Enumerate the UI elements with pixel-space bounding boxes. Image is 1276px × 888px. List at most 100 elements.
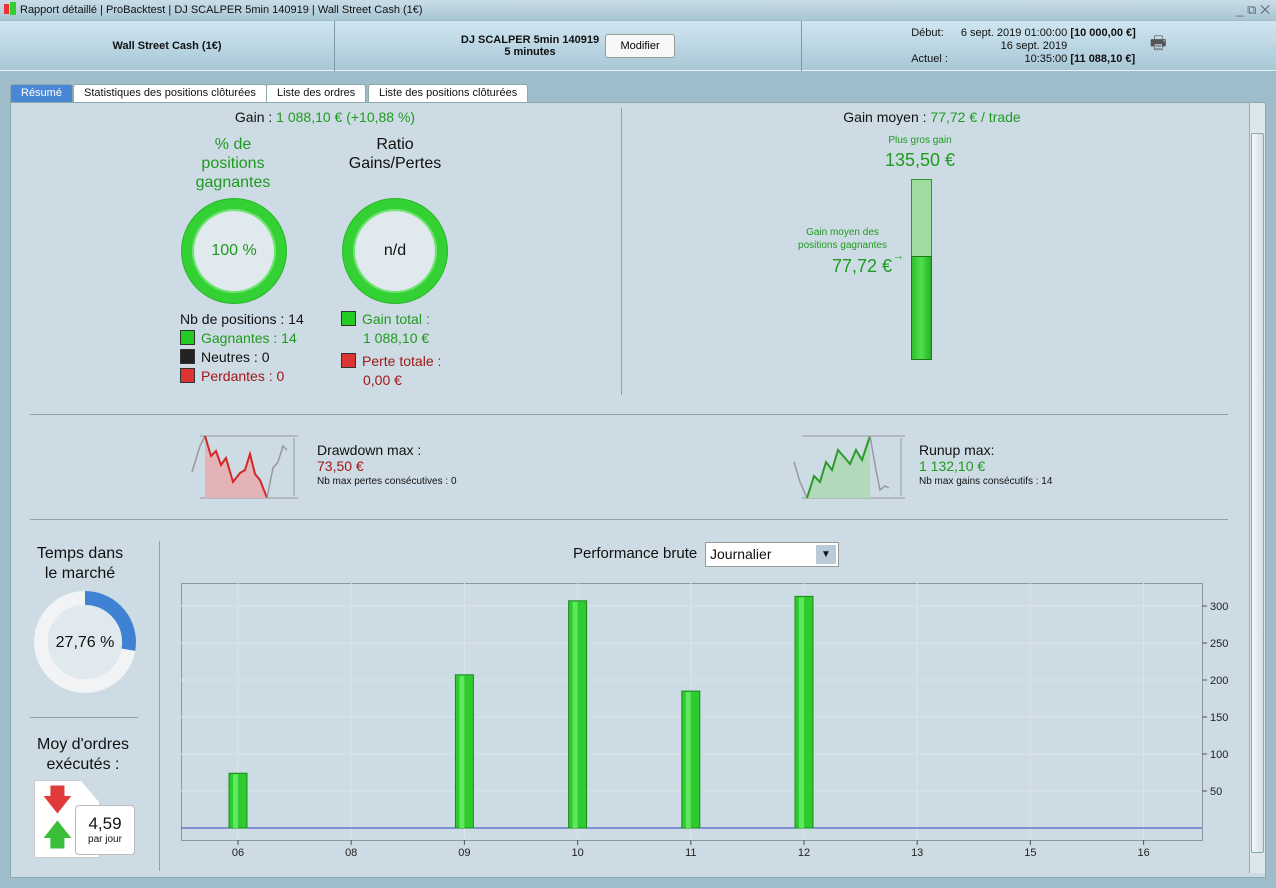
green-square-icon bbox=[341, 311, 356, 326]
tab-resume[interactable]: Résumé bbox=[10, 84, 73, 102]
runup-label: Runup max: bbox=[919, 442, 995, 458]
chevron-down-icon[interactable]: ▼ bbox=[816, 545, 836, 564]
gain-value: 1 088,10 € (+10,88 %) bbox=[276, 109, 416, 125]
winners: Gagnantes : 14 bbox=[201, 330, 297, 346]
current-label: Actuel : bbox=[911, 52, 948, 65]
orders-value: 4,59 bbox=[88, 814, 122, 833]
x-tick-label: 16 bbox=[1137, 847, 1149, 859]
orders-label: Moy d'ordres exécutés : bbox=[37, 736, 129, 773]
x-tick-label: 11 bbox=[685, 847, 696, 859]
gain-line: Gain : 1 088,10 € (+10,88 %) bbox=[30, 109, 620, 125]
runup-value: 1 132,10 € bbox=[919, 458, 986, 474]
x-tick-label: 06 bbox=[232, 847, 244, 859]
scrollbar-thumb[interactable] bbox=[1251, 133, 1264, 853]
biggest-gain-label: Plus gros gain bbox=[888, 135, 952, 146]
avg-win: 77,72 € bbox=[831, 256, 892, 276]
start-label: Début: bbox=[911, 26, 944, 39]
bar-highlight bbox=[459, 675, 465, 828]
green-square-icon bbox=[180, 330, 195, 345]
win-pct-ring: 100 % bbox=[182, 199, 286, 303]
x-tick-label: 13 bbox=[911, 847, 923, 859]
x-tick-label: 12 bbox=[798, 847, 810, 859]
ratio-value: n/d bbox=[383, 242, 407, 259]
ratio-ring: n/d bbox=[343, 199, 447, 303]
title-item: Rapport détaillé bbox=[20, 4, 98, 16]
avg-win-label: Gain moyen des positions gagnantes bbox=[798, 227, 887, 251]
avg-gain: 77,72 € / trade bbox=[930, 109, 1021, 125]
print-icon[interactable]: 🖶 bbox=[1149, 33, 1167, 53]
modify-button[interactable]: Modifier bbox=[605, 34, 676, 58]
ratio-title: Ratio Gains/Pertes bbox=[348, 136, 442, 172]
strategy-name: DJ SCALPER 5min 140919 bbox=[460, 34, 600, 46]
gain-loss-legend: Gain total : 1 088,10 € Perte totale : 0… bbox=[341, 310, 441, 390]
y-tick-label: 150 bbox=[1210, 712, 1228, 724]
runup-chart-icon bbox=[793, 435, 905, 499]
x-tick-label: 15 bbox=[1024, 847, 1036, 859]
red-square-icon bbox=[180, 368, 195, 383]
y-tick-label: 50 bbox=[1210, 786, 1222, 798]
gain-bar-avg bbox=[911, 256, 932, 360]
title-item: DJ SCALPER 5min 140919 bbox=[174, 4, 309, 16]
time-in-market-value: 27,76 % bbox=[55, 634, 115, 651]
avg-gain-label: Gain moyen : bbox=[843, 109, 927, 125]
bar-highlight bbox=[685, 692, 691, 828]
tab-orders[interactable]: Liste des ordres bbox=[266, 84, 367, 102]
perf-label: Performance brute bbox=[573, 545, 698, 562]
max-losses: Nb max pertes consécutives : 0 bbox=[317, 476, 457, 487]
x-tick-label: 10 bbox=[571, 847, 583, 859]
header: Wall Street Cash (1€) DJ SCALPER 5min 14… bbox=[0, 21, 1276, 71]
bar-highlight bbox=[799, 597, 804, 828]
perf-period-value: Journalier bbox=[710, 546, 772, 562]
tab-closed-positions[interactable]: Liste des positions clôturées bbox=[368, 84, 529, 102]
bar-highlight bbox=[572, 601, 578, 828]
start-date: 6 sept. 2019 01:00:00 bbox=[960, 26, 1068, 39]
x-tick-label: 08 bbox=[345, 847, 357, 859]
gain-label: Gain : bbox=[234, 109, 273, 125]
tab-closed-stats[interactable]: Statistiques des positions clôturées bbox=[73, 84, 267, 102]
orders-unit: par jour bbox=[88, 834, 122, 845]
performance-chart: 50 100 150 200 250 300 06 08 09 10 11 12 13 15 16 bbox=[181, 583, 1228, 859]
y-tick-label: 200 bbox=[1210, 675, 1228, 687]
time-in-market-label: Temps dans le marché bbox=[36, 545, 124, 582]
current-value: [11 088,10 €] bbox=[1070, 52, 1136, 65]
arrow-down-icon: 🡇 bbox=[42, 784, 73, 817]
title-item: ProBacktest bbox=[106, 4, 166, 16]
losers: Perdantes : 0 bbox=[201, 368, 285, 384]
neutral: Neutres : 0 bbox=[201, 349, 270, 365]
title-item: Wall Street Cash (1€) bbox=[317, 4, 423, 16]
total-gain: 1 088,10 € bbox=[363, 330, 430, 346]
title-bar: Rapport détaillé | ProBacktest | DJ SCAL… bbox=[0, 0, 1276, 20]
drawdown-chart-icon bbox=[191, 435, 298, 499]
current-date: 16 sept. 2019 10:35:00 bbox=[1000, 39, 1068, 65]
y-tick-label: 100 bbox=[1210, 749, 1228, 761]
win-pct-value: 100 % bbox=[211, 242, 257, 259]
arrow-up-icon: 🡅 bbox=[42, 819, 73, 852]
bar-highlight bbox=[233, 774, 238, 828]
max-gains: Nb max gains consécutifs : 14 bbox=[919, 476, 1053, 487]
instrument-name: Wall Street Cash (1€) bbox=[0, 21, 335, 71]
runup-block: Runup max: 1 132,10 € Nb max gains consé… bbox=[919, 442, 1052, 487]
total-gain-label: Gain total : bbox=[362, 311, 430, 327]
y-tick-label: 250 bbox=[1210, 638, 1228, 650]
positions-legend: Nb de positions : 14 Gagnantes : 14 Neut… bbox=[180, 310, 304, 386]
app-icon bbox=[4, 4, 9, 14]
black-square-icon bbox=[180, 349, 195, 364]
win-pct-title: % de positions gagnantes bbox=[195, 136, 271, 191]
scrollbar[interactable] bbox=[1249, 103, 1265, 873]
x-tick-label: 09 bbox=[458, 847, 470, 859]
y-tick-label: 300 bbox=[1210, 601, 1228, 613]
perf-period-select[interactable]: Journalier ▼ bbox=[705, 542, 839, 567]
start-value: [10 000,00 €] bbox=[1070, 26, 1136, 39]
window-controls[interactable]: _ ⧉ ✕ bbox=[1236, 2, 1270, 17]
total-loss-label: Perte totale : bbox=[362, 353, 442, 369]
total-loss: 0,00 € bbox=[363, 372, 402, 388]
strategy-section: DJ SCALPER 5min 140919 5 minutes Modifier bbox=[335, 21, 802, 71]
time-in-market-ring bbox=[34, 591, 136, 693]
time-in-market-arc bbox=[34, 591, 136, 693]
red-square-icon bbox=[341, 353, 356, 368]
period-section: Début: 6 sept. 2019 01:00:00 [10 000,00 … bbox=[802, 21, 1276, 71]
drawdown-label: Drawdown max : bbox=[317, 442, 422, 458]
avg-gain-line: Gain moyen : 77,72 € / trade bbox=[622, 109, 1242, 125]
app-icon-green bbox=[10, 2, 16, 15]
gain-bar-top bbox=[911, 179, 932, 257]
